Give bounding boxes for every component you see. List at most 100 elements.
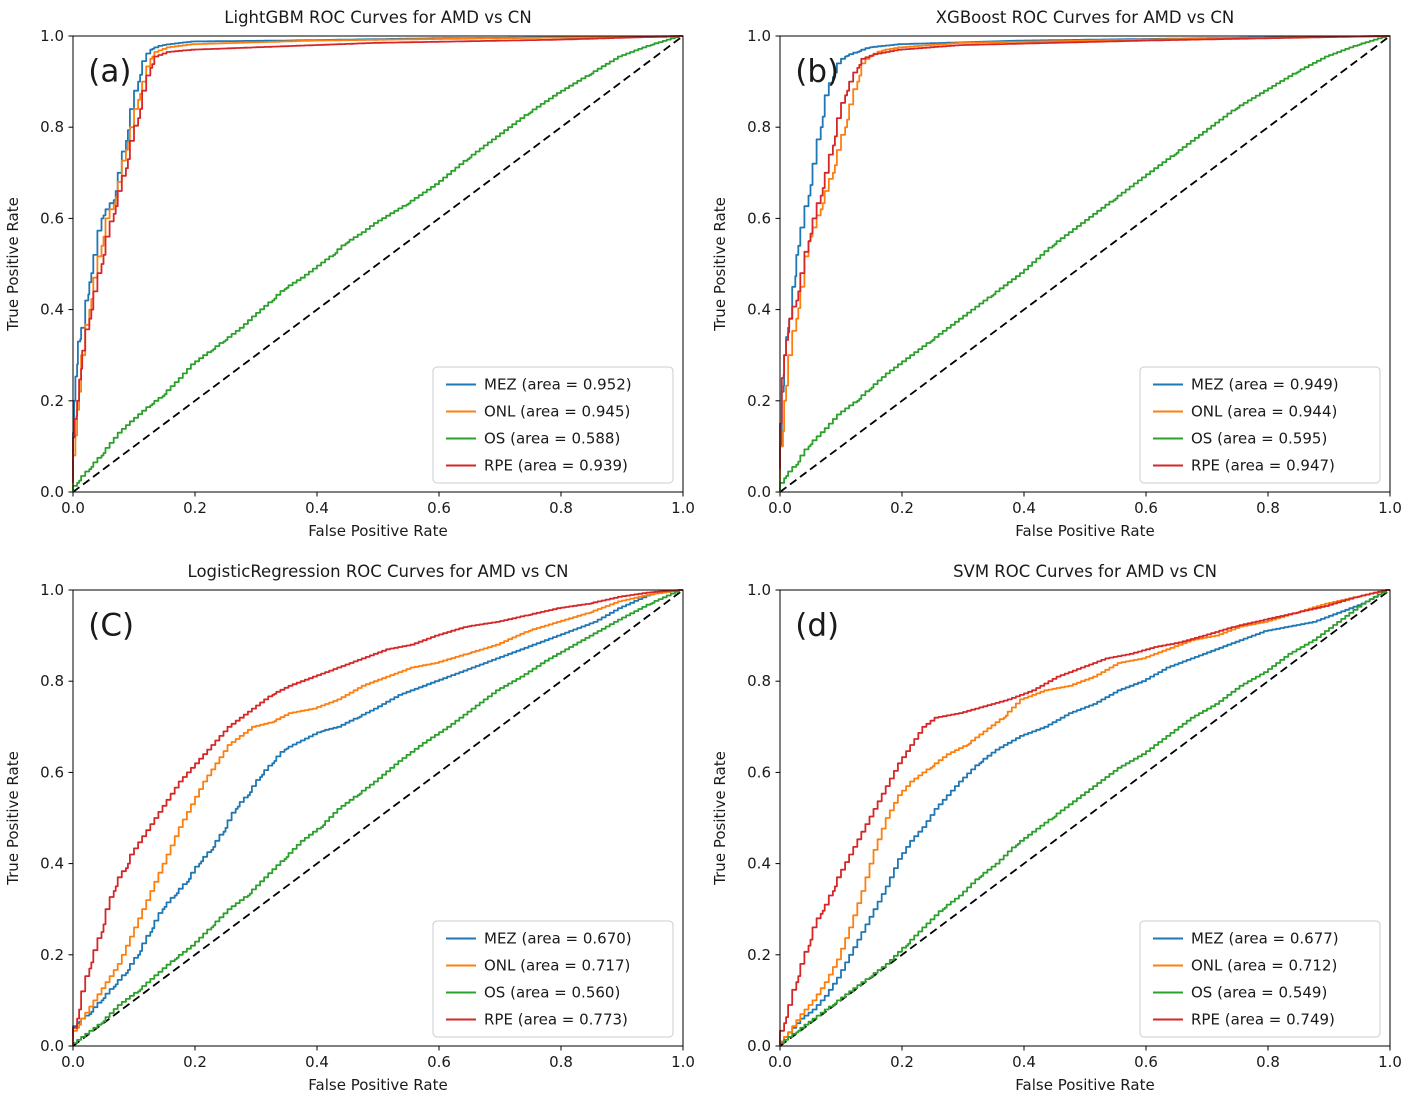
legend-box bbox=[1139, 920, 1381, 1038]
x-tick-label: 0.0 bbox=[768, 499, 792, 517]
legend-label-rpe: RPE (area = 0.773) bbox=[484, 1011, 628, 1029]
curves-group bbox=[72, 589, 683, 1046]
legend-label-os: OS (area = 0.560) bbox=[484, 984, 620, 1002]
roc-panel-b: XGBoost ROC Curves for AMD vs CN 0.0 0.2 0.… bbox=[707, 0, 1414, 554]
chart-title: LogisticRegression ROC Curves for AMD vs… bbox=[188, 562, 569, 581]
x-tick-label: 0.6 bbox=[427, 1053, 451, 1071]
x-tick-label: 0.4 bbox=[305, 499, 329, 517]
diagonal-reference-line bbox=[72, 589, 684, 1047]
roc-chart-d: SVM ROC Curves for AMD vs CN 0.0 0.2 0.4 0.6… bbox=[707, 554, 1414, 1108]
panel-letter: (a) bbox=[88, 54, 131, 90]
x-tick-label: 0.4 bbox=[1012, 1053, 1036, 1071]
legend-label-mez: MEZ (area = 0.677) bbox=[1191, 930, 1339, 948]
x-axis-label: False Positive Rate bbox=[308, 522, 447, 540]
x-tick-label: 0.0 bbox=[768, 1053, 792, 1071]
y-tick-label: 0.2 bbox=[40, 946, 64, 964]
x-tick-label: 0.2 bbox=[890, 499, 914, 517]
y-tick-label: 0.6 bbox=[747, 763, 771, 781]
x-axis-label: False Positive Rate bbox=[1015, 522, 1154, 540]
x-tick-label: 0.0 bbox=[61, 499, 85, 517]
y-tick-label: 0.4 bbox=[747, 301, 771, 319]
diagonal-reference-line bbox=[779, 35, 1391, 493]
axes-spines bbox=[779, 589, 1391, 1047]
y-tick-label: 0.2 bbox=[747, 946, 771, 964]
curves-group bbox=[72, 35, 683, 492]
x-tick-label: 0.4 bbox=[1012, 499, 1036, 517]
roc-curve-mez bbox=[72, 589, 683, 1033]
legend-label-onl: ONL (area = 0.944) bbox=[1191, 403, 1337, 421]
panel-letter: (C) bbox=[88, 608, 134, 644]
y-tick-label: 0.6 bbox=[40, 763, 64, 781]
x-tick-label: 1.0 bbox=[1378, 1053, 1402, 1071]
roc-curve-os bbox=[72, 35, 683, 492]
legend-box bbox=[432, 920, 674, 1038]
x-axis-label: False Positive Rate bbox=[1015, 1076, 1154, 1094]
roc-curve-mez bbox=[779, 589, 1390, 1046]
roc-curve-rpe bbox=[779, 35, 1390, 470]
roc-curve-os bbox=[779, 35, 1390, 492]
x-tick-label: 1.0 bbox=[671, 499, 695, 517]
diagonal-reference-line bbox=[72, 35, 684, 493]
legend-box bbox=[432, 366, 674, 484]
roc-chart-a: LightGBM ROC Curves for AMD vs CN 0.0 0.2 0… bbox=[0, 0, 707, 554]
x-tick-label: 0.8 bbox=[1256, 1053, 1280, 1071]
legend-label-os: OS (area = 0.595) bbox=[1191, 430, 1327, 448]
x-tick-label: 1.0 bbox=[671, 1053, 695, 1071]
chart-title: LightGBM ROC Curves for AMD vs CN bbox=[224, 8, 531, 27]
curves-group bbox=[779, 589, 1390, 1046]
legend-label-mez: MEZ (area = 0.949) bbox=[1191, 376, 1339, 394]
roc-chart-c: LogisticRegression ROC Curves for AMD vs… bbox=[0, 554, 707, 1108]
x-tick-label: 0.2 bbox=[890, 1053, 914, 1071]
chart-title: XGBoost ROC Curves for AMD vs CN bbox=[936, 8, 1235, 27]
legend-label-onl: ONL (area = 0.945) bbox=[484, 403, 630, 421]
y-tick-label: 0.2 bbox=[747, 392, 771, 410]
x-tick-label: 0.2 bbox=[183, 499, 207, 517]
legend-label-onl: ONL (area = 0.717) bbox=[484, 957, 630, 975]
panel-letter: (d) bbox=[795, 608, 839, 644]
legend-label-rpe: RPE (area = 0.939) bbox=[484, 457, 628, 475]
roc-curve-os bbox=[72, 589, 683, 1046]
x-tick-label: 0.8 bbox=[549, 499, 573, 517]
y-tick-label: 0.6 bbox=[747, 209, 771, 227]
y-tick-label: 0.8 bbox=[747, 672, 771, 690]
legend-label-onl: ONL (area = 0.712) bbox=[1191, 957, 1337, 975]
y-tick-label: 0.8 bbox=[747, 118, 771, 136]
y-tick-label: 0.0 bbox=[40, 483, 64, 501]
roc-panel-a: LightGBM ROC Curves for AMD vs CN 0.0 0.2 0… bbox=[0, 0, 707, 554]
roc-curve-rpe bbox=[72, 35, 683, 483]
roc-panel-c: LogisticRegression ROC Curves for AMD vs… bbox=[0, 554, 707, 1108]
x-tick-label: 0.6 bbox=[1134, 499, 1158, 517]
axes-spines bbox=[72, 589, 684, 1047]
panel-letter: (b) bbox=[795, 54, 839, 90]
axes-spines bbox=[72, 35, 684, 493]
x-tick-label: 0.6 bbox=[427, 499, 451, 517]
y-axis-label: True Positive Rate bbox=[711, 751, 729, 886]
y-tick-label: 0.8 bbox=[40, 118, 64, 136]
x-tick-label: 0.2 bbox=[183, 1053, 207, 1071]
legend-label-os: OS (area = 0.588) bbox=[484, 430, 620, 448]
chart-title: SVM ROC Curves for AMD vs CN bbox=[953, 562, 1217, 581]
x-axis-label: False Positive Rate bbox=[308, 1076, 447, 1094]
axes-spines bbox=[779, 35, 1391, 493]
legend-label-rpe: RPE (area = 0.749) bbox=[1191, 1011, 1335, 1029]
roc-curve-onl bbox=[72, 35, 683, 492]
x-tick-label: 1.0 bbox=[1378, 499, 1402, 517]
x-tick-label: 0.6 bbox=[1134, 1053, 1158, 1071]
roc-curve-rpe bbox=[779, 589, 1390, 1046]
y-axis-label: True Positive Rate bbox=[4, 197, 22, 332]
curves-group bbox=[779, 35, 1390, 492]
legend-label-mez: MEZ (area = 0.952) bbox=[484, 376, 632, 394]
y-tick-label: 0.0 bbox=[747, 1037, 771, 1055]
roc-curve-os bbox=[779, 589, 1390, 1046]
y-tick-label: 0.4 bbox=[747, 855, 771, 873]
x-tick-label: 0.4 bbox=[305, 1053, 329, 1071]
x-tick-label: 0.8 bbox=[549, 1053, 573, 1071]
y-tick-label: 1.0 bbox=[40, 581, 64, 599]
legend-label-os: OS (area = 0.549) bbox=[1191, 984, 1327, 1002]
y-tick-label: 0.4 bbox=[40, 855, 64, 873]
roc-curve-onl bbox=[72, 589, 683, 1037]
roc-chart-b: XGBoost ROC Curves for AMD vs CN 0.0 0.2 0.… bbox=[707, 0, 1414, 554]
y-tick-label: 1.0 bbox=[747, 581, 771, 599]
y-tick-label: 0.2 bbox=[40, 392, 64, 410]
